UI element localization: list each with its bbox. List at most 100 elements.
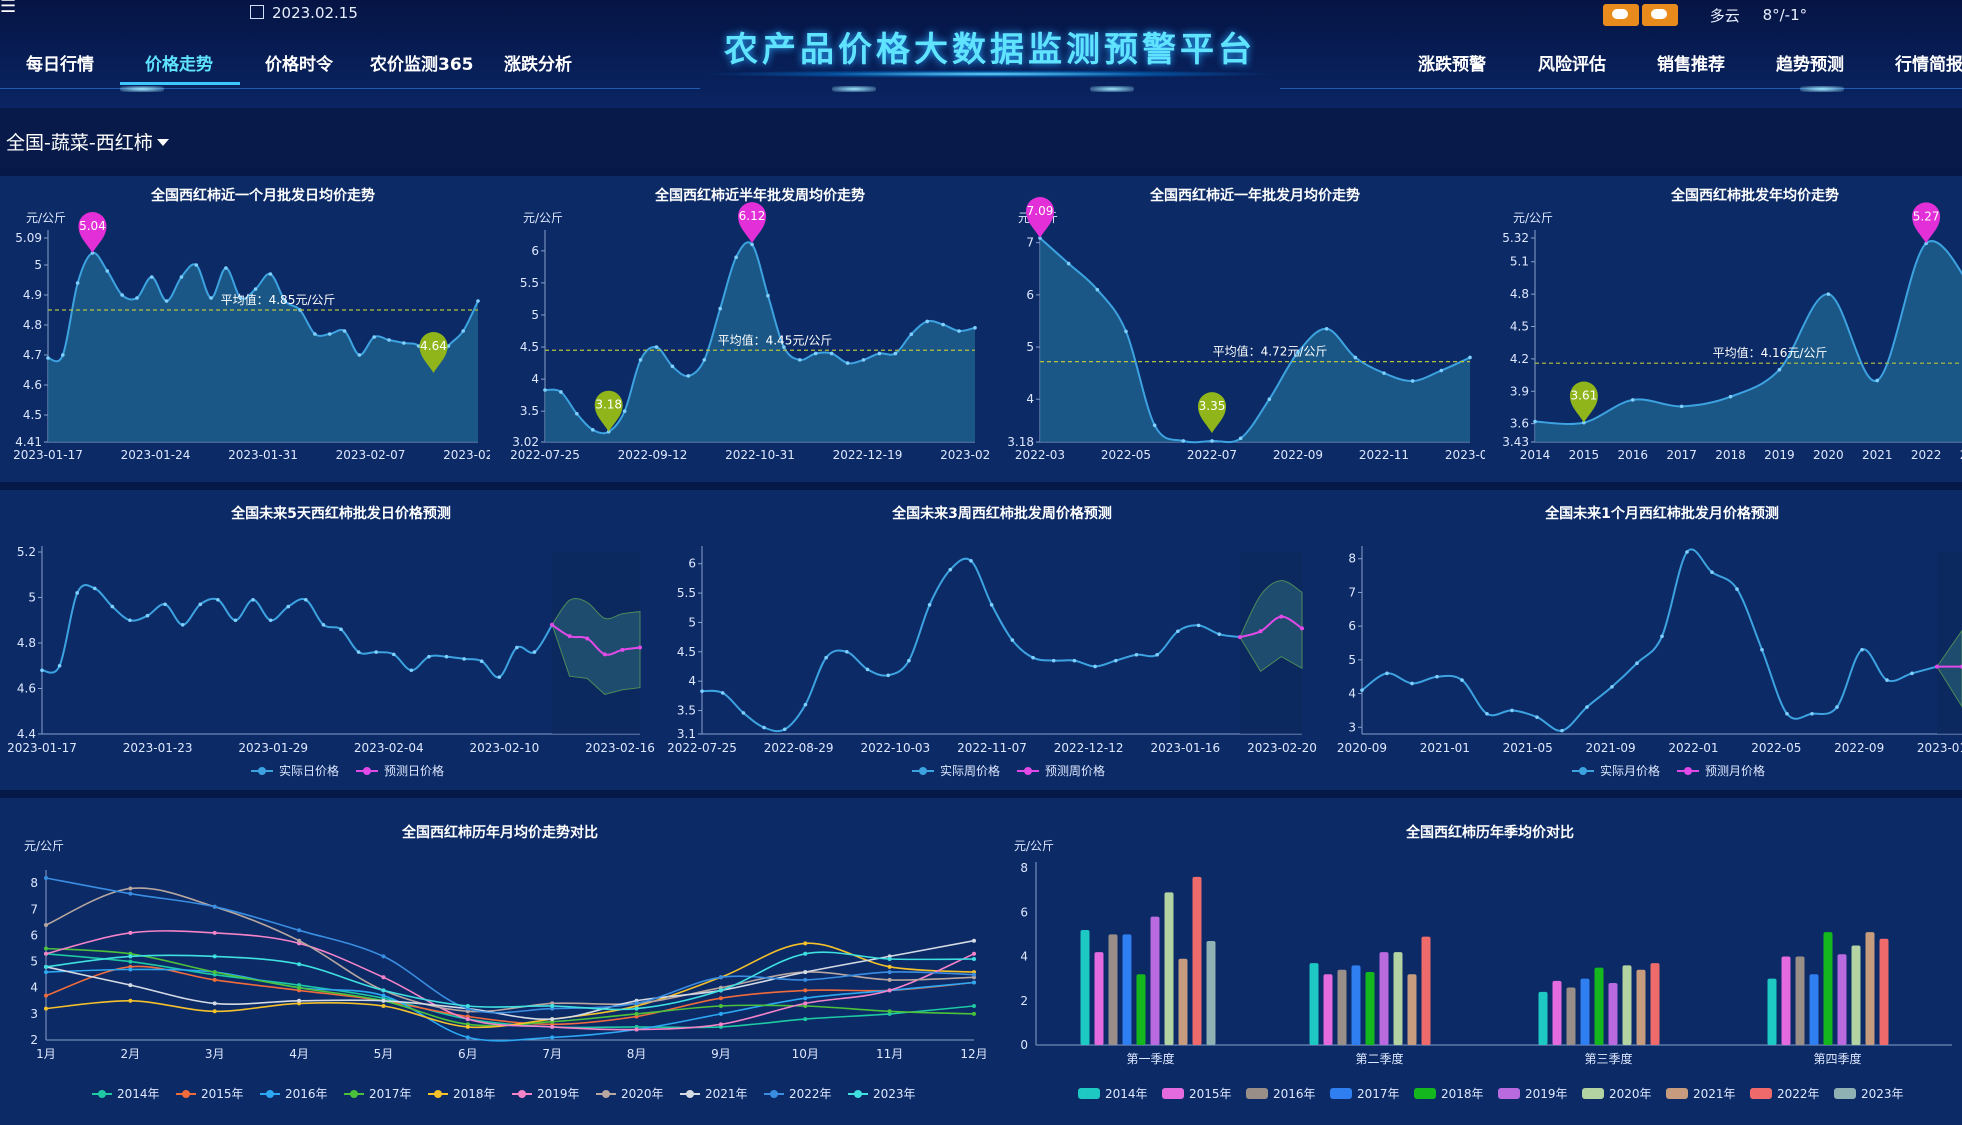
data-point <box>128 930 133 935</box>
nav-active-underline <box>120 82 240 85</box>
nav-item-sales[interactable]: 销售推荐 <box>1657 55 1725 75</box>
nav-item-season[interactable]: 价格时令 <box>265 55 333 75</box>
legend-label: 2021年 <box>1693 1087 1736 1101</box>
max-marker-label: 5.04 <box>79 219 106 233</box>
data-point <box>1710 570 1714 575</box>
y-tick-label: 5.5 <box>520 276 539 290</box>
series-line-actual <box>41 584 553 679</box>
x-tick-label: 2022-07 <box>1187 448 1237 462</box>
data-point <box>803 977 808 982</box>
min-marker-shape <box>1569 381 1598 423</box>
x-tick-label: 2021 <box>1862 448 1893 462</box>
data-point <box>212 970 217 975</box>
data-point <box>973 326 977 330</box>
data-point <box>861 358 866 362</box>
data-point <box>387 338 391 342</box>
forecast-point <box>550 622 555 627</box>
data-point <box>304 597 308 602</box>
x-tick-label: 11月 <box>876 1047 903 1061</box>
data-point <box>57 663 62 668</box>
forecast-point <box>602 652 607 657</box>
title-banner: 农产品价格大数据监测预警平台 <box>700 8 1280 88</box>
bar <box>1580 978 1590 1045</box>
legend-swatch <box>1330 1088 1352 1099</box>
data-point <box>233 618 238 623</box>
nav-item-change-analysis[interactable]: 涨跌分析 <box>504 55 572 75</box>
data-point <box>718 1004 723 1009</box>
x-tick-label: 2022-05 <box>1751 741 1801 755</box>
data-point <box>327 332 332 336</box>
data-point <box>718 988 723 993</box>
data-point <box>339 627 343 632</box>
legend-swatch <box>1414 1088 1436 1099</box>
series-line <box>45 951 975 1011</box>
x-tick-label: 2023-01-16 <box>1150 741 1220 755</box>
nav-item-trend[interactable]: 价格走势 <box>145 55 213 75</box>
legend-dot <box>182 1090 190 1098</box>
nav-item-risk[interactable]: 风险评估 <box>1538 55 1606 75</box>
x-tick-label: 2023-01 <box>1917 741 1962 755</box>
legend-label: 2014年 <box>1105 1087 1148 1101</box>
data-point <box>972 980 976 985</box>
nav-item-warning[interactable]: 涨跌预警 <box>1418 55 1486 75</box>
y-tick-label: 3.02 <box>512 435 539 449</box>
nav-item-forecast[interactable]: 趋势预测 <box>1776 55 1844 75</box>
legend-dot <box>518 1090 526 1098</box>
data-point <box>1010 638 1015 642</box>
data-point <box>845 361 850 365</box>
bar <box>1809 974 1819 1045</box>
data-point <box>1560 728 1564 733</box>
nav-item-daily[interactable]: 每日行情 <box>26 55 94 75</box>
data-point <box>253 287 258 291</box>
data-point <box>479 659 484 663</box>
x-tick-label: 2022-10-03 <box>860 741 930 755</box>
menu-icon[interactable]: ☰ <box>0 0 17 17</box>
min-marker-shape <box>594 390 623 432</box>
data-point <box>887 957 892 961</box>
min-marker: 3.18 <box>594 390 623 432</box>
legend-dot <box>602 1090 610 1098</box>
y-tick-label: 7 <box>1026 236 1034 250</box>
data-point <box>550 1017 555 1022</box>
chart-forecast-1month: 全国未来1个月西红柿批发月价格预测 8 7 6 5 4 3 2020-09 2021-01 202… <box>1337 505 1962 778</box>
y-tick-label: 0 <box>1020 1038 1028 1052</box>
max-marker-shape <box>1912 202 1941 244</box>
data-point <box>212 1009 217 1014</box>
nav-item-monitor365[interactable]: 农价监测365 <box>370 55 474 75</box>
x-tick-label: 2021-05 <box>1503 741 1553 755</box>
y-tick-label: 4 <box>1020 950 1028 964</box>
y-tick-label: 3.43 <box>1502 435 1529 449</box>
data-point <box>212 930 217 935</box>
glow-dot <box>1090 86 1134 92</box>
y-tick-label: 4 <box>531 372 539 386</box>
row3-panel <box>0 798 1962 1125</box>
x-tick-label: 12月 <box>960 1047 987 1061</box>
data-point <box>44 993 48 998</box>
product-selector[interactable]: 全国-蔬菜-西红柿 <box>6 128 169 155</box>
legend-label-forecast: 预测周价格 <box>1045 763 1105 778</box>
data-point <box>1051 658 1056 663</box>
series-line <box>45 968 975 1042</box>
bar <box>1407 974 1417 1045</box>
data-point <box>180 623 185 627</box>
max-marker: 5.04 <box>78 212 107 253</box>
bar <box>1178 958 1188 1045</box>
chart-title: 全国未来5天西红柿批发日价格预测 <box>230 505 451 522</box>
series-line <box>45 965 975 1026</box>
average-label: 平均值：4.85元/公斤 <box>221 292 336 307</box>
data-point <box>1468 355 1472 360</box>
data-point <box>297 938 302 943</box>
data-point <box>1267 397 1272 402</box>
min-marker-shape <box>419 332 448 373</box>
chart-title: 全国未来3周西红柿批发周价格预测 <box>891 505 1112 522</box>
legend-dot-forecast <box>1024 767 1032 775</box>
x-tick-label: 1月 <box>36 1047 56 1061</box>
y-tick-label: 3 <box>30 1007 38 1021</box>
data-point <box>550 1035 555 1040</box>
data-point <box>1410 379 1415 383</box>
nav-item-brief[interactable]: 行情简报 <box>1895 55 1962 75</box>
data-point <box>877 351 882 356</box>
y-tick-label: 6 <box>1348 619 1356 633</box>
